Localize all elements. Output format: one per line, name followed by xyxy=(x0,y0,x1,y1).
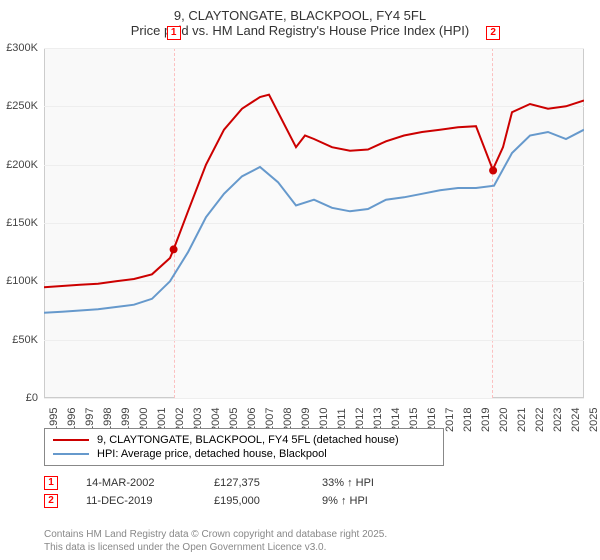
y-axis-label: £200K xyxy=(0,159,38,171)
legend-label: HPI: Average price, detached house, Blac… xyxy=(97,448,327,460)
chart-title-sub: Price paid vs. HM Land Registry's House … xyxy=(0,23,600,38)
footer-line: Contains HM Land Registry data © Crown c… xyxy=(44,528,387,541)
x-axis-label: 2025 xyxy=(588,408,600,432)
y-axis-label: £100K xyxy=(0,275,38,287)
y-axis-label: £0 xyxy=(0,392,38,404)
datapoint-price: £195,000 xyxy=(214,495,294,507)
datapoint-row: 1 14-MAR-2002 £127,375 33% ↑ HPI xyxy=(44,474,422,492)
chart-marker: 1 xyxy=(167,26,181,40)
chart-marker: 2 xyxy=(486,26,500,40)
datapoint-hpi: 33% ↑ HPI xyxy=(322,477,422,489)
legend-box: 9, CLAYTONGATE, BLACKPOOL, FY4 5FL (deta… xyxy=(44,428,444,466)
legend-swatch xyxy=(53,439,89,441)
chart-title-main: 9, CLAYTONGATE, BLACKPOOL, FY4 5FL xyxy=(0,8,600,23)
chart-area: £0£50K£100K£150K£200K£250K£300K 19951996… xyxy=(44,48,584,418)
legend-label: 9, CLAYTONGATE, BLACKPOOL, FY4 5FL (deta… xyxy=(97,434,399,446)
datapoint-date: 11-DEC-2019 xyxy=(86,495,186,507)
series-line xyxy=(44,95,584,288)
y-axis-label: £250K xyxy=(0,100,38,112)
x-axis-label: 2024 xyxy=(570,408,582,432)
legend-item: 9, CLAYTONGATE, BLACKPOOL, FY4 5FL (deta… xyxy=(53,433,435,447)
grid-line-h xyxy=(44,398,584,399)
x-axis-label: 2022 xyxy=(534,408,546,432)
footer-line: This data is licensed under the Open Gov… xyxy=(44,541,387,554)
data-point-dot xyxy=(170,245,178,253)
legend-item: HPI: Average price, detached house, Blac… xyxy=(53,447,435,461)
data-point-dot xyxy=(489,167,497,175)
y-axis-label: £50K xyxy=(0,334,38,346)
legend-swatch xyxy=(53,453,89,455)
footer-attribution: Contains HM Land Registry data © Crown c… xyxy=(44,528,387,554)
line-chart-svg xyxy=(44,48,584,398)
datapoint-marker: 2 xyxy=(44,494,58,508)
y-axis-label: £300K xyxy=(0,42,38,54)
x-axis-label: 2017 xyxy=(444,408,456,432)
x-axis-label: 2023 xyxy=(552,408,564,432)
datapoint-date: 14-MAR-2002 xyxy=(86,477,186,489)
y-axis-label: £150K xyxy=(0,217,38,229)
datapoint-marker: 1 xyxy=(44,476,58,490)
x-axis-label: 2019 xyxy=(480,408,492,432)
datapoint-price: £127,375 xyxy=(214,477,294,489)
x-axis-label: 2021 xyxy=(516,408,528,432)
datapoint-row: 2 11-DEC-2019 £195,000 9% ↑ HPI xyxy=(44,492,422,510)
series-line xyxy=(44,130,584,313)
datapoint-table: 1 14-MAR-2002 £127,375 33% ↑ HPI 2 11-DE… xyxy=(44,474,422,510)
x-axis-label: 2018 xyxy=(462,408,474,432)
datapoint-hpi: 9% ↑ HPI xyxy=(322,495,422,507)
x-axis-label: 2020 xyxy=(498,408,510,432)
